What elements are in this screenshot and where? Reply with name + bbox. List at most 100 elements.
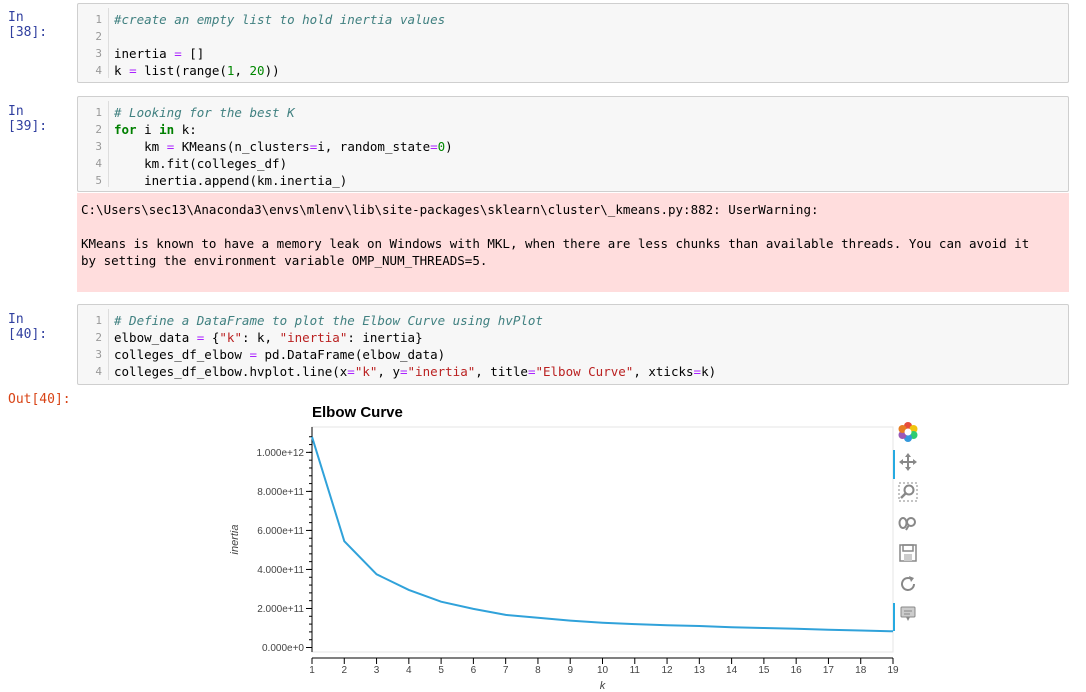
cell-40-prompt: In [40]: [8,312,48,342]
code-line[interactable]: 4 colleges_df_elbow.hvplot.line(x="k", y=… [78,363,1068,380]
pan-icon[interactable] [895,452,921,478]
bokeh-logo-icon[interactable] [895,421,921,447]
cell-39-input[interactable]: 1 # Looking for the best K 2 for i in k: 3 k… [77,96,1069,192]
code-token: : inertia} [347,330,423,345]
x-tick-label: 10 [597,665,609,676]
code-token: "k" [219,330,242,345]
code-line[interactable]: 2 elbow_data = {"k": k, "inertia": inerti… [78,329,1068,346]
line-number: 4 [95,64,102,77]
code-token: , y [377,364,400,379]
code-token: k: [174,122,197,137]
line-number: 3 [95,348,102,361]
code-token: = [693,364,702,379]
x-tick-label: 17 [823,665,835,676]
code-text: # Looking for the best K [114,104,295,121]
y-tick-label: 8.000e+11 [257,487,304,498]
code-line[interactable]: 1 # Looking for the best K [78,104,1068,121]
code-token: = [399,364,408,379]
code-token: km [114,139,167,154]
cell-40-input[interactable]: 1 # Define a DataFrame to plot the Elbow … [77,304,1069,385]
y-tick-label: 4.000e+11 [257,565,304,576]
code-text: inertia.append(km.inertia_) [114,172,347,189]
x-tick-label: 11 [630,665,641,676]
code-token: # Looking for the best K [114,105,295,120]
code-line[interactable]: 3 km = KMeans(n_clusters=i, random_state… [78,138,1068,155]
code-token: = [196,330,205,345]
line-number: 3 [95,47,102,60]
x-tick-label: 2 [341,665,347,676]
code-line[interactable]: 1 #create an empty list to hold inertia v… [78,11,1068,28]
code-line[interactable]: 4 km.fit(colleges_df) [78,155,1068,172]
code-line[interactable]: 2 [78,28,1068,45]
box-zoom-icon[interactable] [895,482,921,508]
y-tick-label: 0.000e+0 [262,643,304,654]
x-tick-label: 4 [406,665,412,676]
code-line[interactable]: 5 inertia.append(km.inertia_) [78,172,1068,189]
code-token: "inertia" [407,364,476,379]
code-token: inertia.append(km.inertia_) [114,173,348,188]
code-token: = [249,347,257,362]
x-tick-label: 9 [567,665,573,676]
x-tick-label: 15 [758,665,770,676]
code-text: colleges_df_elbow.hvplot.line(x="k", y="… [114,363,716,380]
code-token: in [159,122,175,137]
y-axis-label: inertia [229,525,241,555]
code-token: "inertia" [279,330,348,345]
toolbar-active-indicator [893,603,895,631]
line-number-gutter [108,309,109,380]
code-token: k) [701,364,717,379]
x-tick-label: 5 [438,665,444,676]
y-tick-label: 2.000e+11 [257,604,304,615]
line-number: 2 [95,123,102,136]
x-tick-label: 14 [726,665,738,676]
x-tick-label: 12 [661,665,673,676]
code-token: = [309,139,318,154]
code-text: km = KMeans(n_clusters=i, random_state=0… [114,138,453,155]
warning-line-1: C:\Users\sec13\Anaconda3\envs\mlenv\lib\… [81,202,819,217]
line-number: 1 [95,13,102,26]
code-line[interactable]: 1 # Define a DataFrame to plot the Elbow … [78,312,1068,329]
code-text: inertia = [] [114,45,204,62]
y-tick-label: 1.000e+12 [256,448,304,459]
code-text: km.fit(colleges_df) [114,155,287,172]
out-40-prompt: Out[40]: [8,392,71,407]
line-number: 3 [95,140,102,153]
code-token: , [234,63,250,78]
code-token: = [347,364,355,379]
code-token: i [136,122,160,137]
code-token: 1 [226,63,235,78]
code-token: = [174,46,182,61]
save-icon[interactable] [895,543,921,569]
x-tick-label: 7 [503,665,509,676]
code-token: [] [181,46,205,61]
code-line[interactable]: 3 inertia = [] [78,45,1068,62]
code-token: pd.DataFrame(elbow_data) [257,347,446,362]
code-text: for i in k: [114,121,197,138]
code-token: KMeans(n_clusters [174,139,310,154]
toolbar-active-indicator [893,450,895,479]
code-line[interactable]: 2 for i in k: [78,121,1068,138]
line-number: 4 [95,365,102,378]
code-token: k [114,63,130,78]
line-number: 5 [95,174,102,187]
code-token: colleges_df_elbow.hvplot.line(x [114,364,348,379]
code-text: #create an empty list to hold inertia va… [114,11,445,28]
x-tick-label: 16 [791,665,803,676]
code-line[interactable]: 3 colleges_df_elbow = pd.DataFrame(elbow_… [78,346,1068,363]
chart-title: Elbow Curve [312,404,403,421]
reset-icon[interactable] [895,574,921,600]
elbow-curve-chart[interactable]: Elbow Curve 0.000e+0 2.000e+11 4.000e+11 6.0… [0,395,1086,692]
code-text: colleges_df_elbow = pd.DataFrame(elbow_d… [114,346,445,363]
code-token: )) [264,63,280,78]
code-token: = [166,139,175,154]
cell-38-input[interactable]: 1 #create an empty list to hold inertia v… [77,3,1069,83]
wheel-zoom-icon[interactable] [895,513,921,539]
code-token: i, random_state [317,139,431,154]
code-token: , title [475,364,528,379]
code-token: "Elbow Curve" [535,364,634,379]
hover-icon[interactable] [895,604,921,630]
line-number: 1 [95,314,102,327]
code-token: = [527,364,536,379]
warning-line-2: KMeans is known to have a memory leak on… [81,236,1030,251]
